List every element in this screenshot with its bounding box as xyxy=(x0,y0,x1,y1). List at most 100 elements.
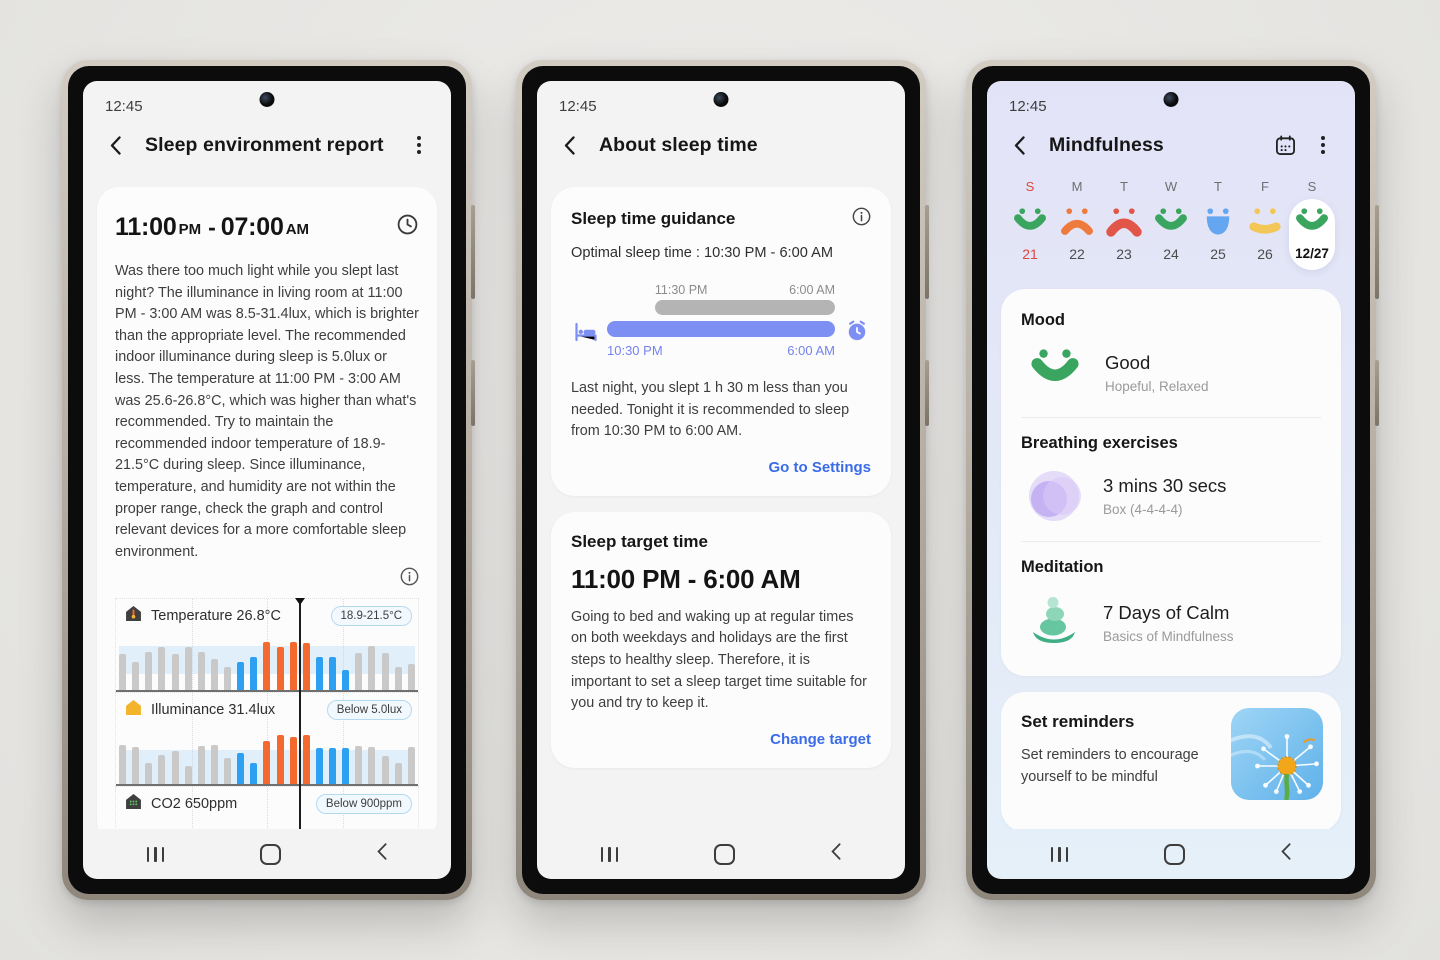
breathing-section[interactable]: Breathing exercises 3 mins 30 secs Box (… xyxy=(1021,418,1321,541)
chart-bar xyxy=(237,753,245,785)
recommended-start-label: 10:30 PM xyxy=(607,343,663,358)
camera-punch-hole xyxy=(713,92,729,107)
target-sleep-bar xyxy=(654,300,835,315)
chart-bar xyxy=(381,653,389,691)
back-nav-icon[interactable] xyxy=(1281,843,1291,865)
date-label: 24 xyxy=(1163,246,1179,262)
go-to-settings-link[interactable]: Go to Settings xyxy=(768,458,872,476)
info-icon[interactable] xyxy=(400,567,419,591)
meditation-program: 7 Days of Calm xyxy=(1103,601,1230,623)
phone-report: 12:45 Sleep environment report 11:00 PM … xyxy=(62,60,475,900)
screen-report: 12:45 Sleep environment report 11:00 PM … xyxy=(83,81,451,879)
week-day-26[interactable]: F 26 xyxy=(1242,179,1288,271)
status-time: 12:45 xyxy=(105,98,143,115)
section-heading: Breathing exercises xyxy=(1021,434,1178,453)
screen-mindfulness: 12:45 Mindfulness S 21 M 22 T 23 W 24 T 25 F … xyxy=(987,81,1355,879)
sleep-guidance-card: Sleep time guidance Optimal sleep time :… xyxy=(551,187,891,496)
week-day-21[interactable]: S 21 xyxy=(1007,179,1053,271)
day-cell: 25 xyxy=(1195,199,1241,271)
power-button xyxy=(925,360,929,426)
mood-section[interactable]: Mood Good Hopeful, Relaxed xyxy=(1021,295,1321,417)
chart-bar xyxy=(119,744,126,785)
home-icon[interactable] xyxy=(1164,843,1186,865)
illuminance-chart: Illuminance 31.4lux Below 5.0lux xyxy=(115,691,419,786)
phone-bezel: 12:45 Mindfulness S 21 M 22 T 23 W 24 T 25 F … xyxy=(972,66,1370,894)
navigation-bar xyxy=(537,829,905,879)
bed-icon xyxy=(574,321,598,348)
back-icon[interactable] xyxy=(1005,131,1033,159)
mood-bad-icon xyxy=(1105,206,1143,238)
screen-about-sleep: 12:45 About sleep time Sleep time guidan… xyxy=(537,81,905,879)
page-title: Mindfulness xyxy=(1049,133,1164,156)
app-header: Sleep environment report xyxy=(83,117,451,173)
meditation-subtitle: Basics of Mindfulness xyxy=(1103,628,1234,644)
target-body-text: Going to bed and waking up at regular ti… xyxy=(571,608,867,712)
recents-icon[interactable] xyxy=(146,846,165,862)
mood-good-icon xyxy=(1293,206,1331,238)
chart-bar xyxy=(237,661,245,691)
dandelion-illustration xyxy=(1231,708,1323,801)
week-day-12-27[interactable]: S 12/27 xyxy=(1289,179,1335,271)
chart-bar xyxy=(171,750,179,785)
date-label: 26 xyxy=(1257,246,1273,262)
card-heading: Sleep target time xyxy=(571,531,708,551)
day-of-week-label: T xyxy=(1120,179,1128,194)
start-time: 11:00 xyxy=(115,212,177,241)
mood-neutral-icon xyxy=(1246,206,1284,238)
week-day-24[interactable]: W 24 xyxy=(1148,179,1194,271)
phone-about-sleep: 12:45 About sleep time Sleep time guidan… xyxy=(516,60,929,900)
day-cell: 22 xyxy=(1054,199,1100,271)
recommended-sleep-bar xyxy=(607,321,835,337)
app-header: About sleep time xyxy=(537,117,905,173)
calendar-icon[interactable] xyxy=(1271,131,1299,159)
chart-bar xyxy=(289,736,297,785)
chart-bar xyxy=(394,763,402,785)
day-cell: 23 xyxy=(1101,199,1147,271)
environment-charts: Temperature 26.8°C 18.9-21.5°C xyxy=(115,597,419,829)
set-reminders-card[interactable]: Set reminders Set reminders to encourage… xyxy=(1001,692,1341,829)
meditation-section[interactable]: Meditation 7 Days of Calm Basics of Mind… xyxy=(1021,542,1321,670)
change-target-link[interactable]: Change target xyxy=(770,730,871,748)
info-icon[interactable] xyxy=(852,207,871,231)
chart-bar xyxy=(342,670,350,691)
page-title: Sleep environment report xyxy=(145,133,384,156)
chart-bar xyxy=(119,654,126,691)
sleep-time-graph: 11:30 PM 6:00 AM 10:30 PM 6:00 AM xyxy=(575,283,866,358)
back-nav-icon[interactable] xyxy=(831,843,841,865)
more-menu-icon[interactable] xyxy=(405,131,433,159)
chart-bar xyxy=(184,765,192,785)
home-icon[interactable] xyxy=(714,843,736,865)
temperature-chart: Temperature 26.8°C 18.9-21.5°C xyxy=(115,597,419,692)
chart-bar xyxy=(394,666,402,691)
recommended-range-badge: 18.9-21.5°C xyxy=(330,605,412,626)
section-heading: Meditation xyxy=(1021,558,1104,577)
chart-bar xyxy=(210,744,218,785)
time-marker-line[interactable] xyxy=(295,597,304,829)
more-menu-icon[interactable] xyxy=(1309,131,1337,159)
mood-good-icon xyxy=(1011,206,1049,238)
recents-icon[interactable] xyxy=(600,846,619,862)
co2-house-icon xyxy=(124,792,143,816)
day-cell: 24 xyxy=(1148,199,1194,271)
chart-bar xyxy=(302,642,310,691)
week-day-22[interactable]: M 22 xyxy=(1054,179,1100,271)
week-day-23[interactable]: T 23 xyxy=(1101,179,1147,271)
chart-bar xyxy=(132,661,140,691)
breathing-duration: 3 mins 30 secs xyxy=(1103,475,1227,497)
chart-bar xyxy=(263,740,271,785)
chart-label: Temperature 26.8°C xyxy=(151,607,281,624)
chart-label: CO2 650ppm xyxy=(151,795,238,812)
volume-button xyxy=(471,205,475,299)
chart-bar xyxy=(171,654,179,691)
home-icon[interactable] xyxy=(260,843,282,865)
day-of-week-label: S xyxy=(1307,179,1317,194)
week-day-25[interactable]: T 25 xyxy=(1195,179,1241,271)
selected-day-pill: 12/27 xyxy=(1289,199,1335,270)
back-icon[interactable] xyxy=(101,131,129,159)
recents-icon[interactable] xyxy=(1050,846,1069,862)
back-nav-icon[interactable] xyxy=(377,843,387,865)
back-icon[interactable] xyxy=(555,131,583,159)
end-ampm: AM xyxy=(285,220,310,238)
chart-bar xyxy=(315,656,323,691)
phone-bezel: 12:45 Sleep environment report 11:00 PM … xyxy=(68,66,466,894)
